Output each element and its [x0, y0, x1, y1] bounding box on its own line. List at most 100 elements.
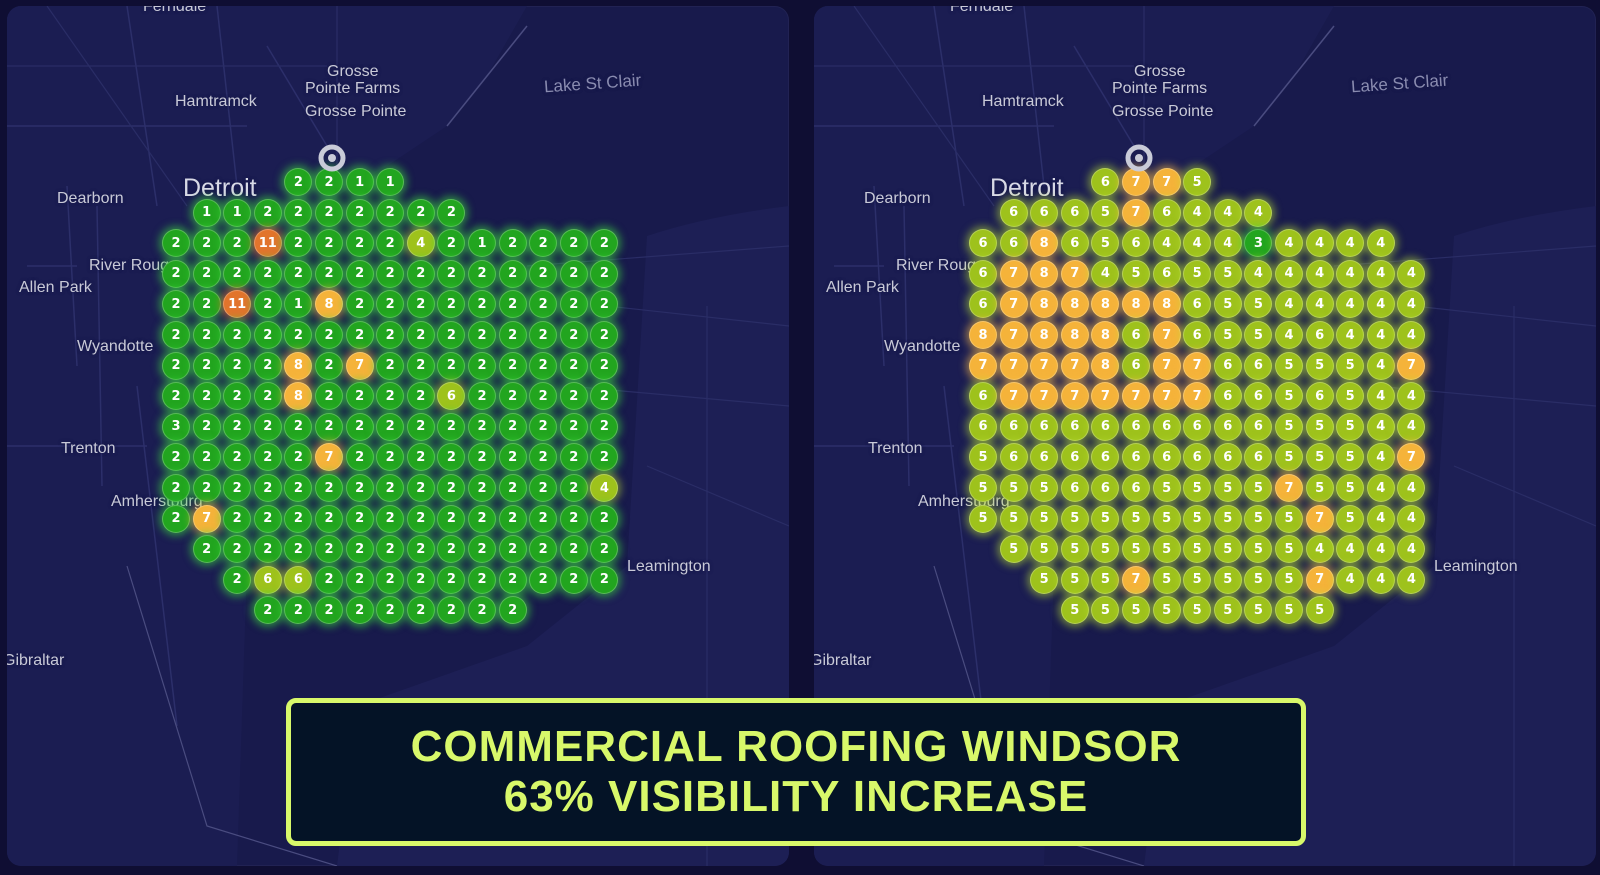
rank-cell[interactable]: 5 — [1244, 474, 1273, 502]
rank-cell[interactable]: 2 — [498, 565, 527, 594]
rank-cell[interactable]: 6 — [1152, 443, 1181, 472]
rank-cell[interactable]: 5 — [1183, 535, 1212, 564]
rank-cell[interactable]: 2 — [406, 535, 435, 564]
rank-cell[interactable]: 2 — [345, 474, 374, 502]
rank-cell[interactable]: 5 — [1152, 504, 1181, 533]
rank-cell[interactable]: 8 — [1152, 290, 1181, 319]
rank-cell[interactable]: 5 — [1275, 412, 1303, 441]
rank-cell[interactable]: 5 — [1122, 535, 1150, 564]
rank-cell[interactable]: 4 — [1366, 535, 1395, 564]
rank-cell[interactable]: 2 — [162, 290, 190, 319]
rank-cell[interactable]: 2 — [315, 474, 343, 502]
rank-cell[interactable]: 2 — [559, 412, 588, 441]
rank-cell[interactable]: 2 — [315, 198, 343, 227]
rank-cell[interactable]: 5 — [1060, 565, 1089, 594]
rank-cell[interactable]: 8 — [284, 351, 313, 380]
rank-cell[interactable]: 5 — [1213, 596, 1242, 625]
rank-cell[interactable]: 5 — [1091, 198, 1120, 227]
rank-cell[interactable]: 7 — [999, 259, 1028, 288]
rank-cell[interactable]: 5 — [1336, 351, 1365, 380]
rank-cell[interactable]: 6 — [284, 565, 313, 594]
rank-cell[interactable]: 2 — [284, 504, 313, 533]
rank-cell[interactable]: 4 — [1244, 259, 1273, 288]
rank-cell[interactable]: 2 — [590, 351, 619, 380]
rank-cell[interactable]: 5 — [1183, 168, 1212, 196]
rank-cell[interactable]: 5 — [1213, 321, 1242, 349]
rank-cell[interactable]: 7 — [1183, 382, 1212, 411]
rank-cell[interactable]: 5 — [1275, 535, 1303, 564]
rank-cell[interactable]: 2 — [345, 504, 374, 533]
rank-cell[interactable]: 4 — [1336, 321, 1365, 349]
rank-cell[interactable]: 2 — [253, 412, 282, 441]
rank-cell[interactable]: 2 — [590, 382, 619, 411]
rank-cell[interactable]: 5 — [1336, 412, 1365, 441]
rank-cell[interactable]: 6 — [1152, 412, 1181, 441]
rank-cell[interactable]: 2 — [284, 321, 313, 349]
rank-cell[interactable]: 2 — [192, 351, 221, 380]
rank-cell[interactable]: 2 — [192, 443, 221, 472]
rank-cell[interactable]: 2 — [376, 565, 405, 594]
rank-cell[interactable]: 8 — [1030, 229, 1059, 258]
rank-cell[interactable]: 5 — [1060, 504, 1089, 533]
rank-cell[interactable]: 4 — [1305, 290, 1334, 319]
rank-cell[interactable]: 4 — [1397, 474, 1426, 502]
rank-cell[interactable]: 2 — [345, 198, 374, 227]
rank-cell[interactable]: 2 — [223, 229, 252, 258]
rank-cell[interactable]: 2 — [253, 504, 282, 533]
rank-cell[interactable]: 2 — [529, 412, 558, 441]
rank-cell[interactable]: 6 — [1030, 198, 1059, 227]
rank-cell[interactable]: 2 — [468, 565, 496, 594]
rank-cell[interactable]: 2 — [162, 382, 190, 411]
rank-cell[interactable]: 2 — [437, 474, 466, 502]
rank-cell[interactable]: 4 — [1397, 565, 1426, 594]
rank-cell[interactable]: 5 — [1213, 504, 1242, 533]
rank-cell[interactable]: 5 — [1183, 596, 1212, 625]
rank-cell[interactable]: 2 — [253, 596, 282, 625]
rank-cell[interactable]: 2 — [468, 321, 496, 349]
rank-cell[interactable]: 5 — [1213, 535, 1242, 564]
rank-cell[interactable]: 1 — [284, 290, 313, 319]
rank-cell[interactable]: 2 — [315, 321, 343, 349]
rank-cell[interactable]: 2 — [162, 321, 190, 349]
rank-cell[interactable]: 2 — [284, 168, 313, 196]
rank-cell[interactable]: 5 — [1336, 382, 1365, 411]
rank-cell[interactable]: 5 — [1183, 474, 1212, 502]
rank-cell[interactable]: 2 — [223, 351, 252, 380]
rank-cell[interactable]: 2 — [529, 259, 558, 288]
rank-cell[interactable]: 4 — [1336, 229, 1365, 258]
rank-cell[interactable]: 5 — [1275, 596, 1303, 625]
rank-cell[interactable]: 4 — [1305, 259, 1334, 288]
rank-cell[interactable]: 5 — [1030, 535, 1059, 564]
rank-cell[interactable]: 7 — [1152, 351, 1181, 380]
rank-cell[interactable]: 2 — [162, 351, 190, 380]
rank-cell[interactable]: 2 — [590, 535, 619, 564]
rank-cell[interactable]: 11 — [253, 229, 282, 258]
rank-cell[interactable]: 6 — [253, 565, 282, 594]
rank-cell[interactable]: 2 — [437, 596, 466, 625]
rank-cell[interactable]: 5 — [1152, 565, 1181, 594]
rank-cell[interactable]: 2 — [468, 443, 496, 472]
rank-cell[interactable]: 2 — [559, 474, 588, 502]
rank-cell[interactable]: 5 — [1244, 596, 1273, 625]
rank-cell[interactable]: 2 — [468, 412, 496, 441]
rank-cell[interactable]: 4 — [1366, 474, 1395, 502]
rank-cell[interactable]: 2 — [284, 535, 313, 564]
rank-cell[interactable]: 2 — [315, 351, 343, 380]
rank-cell[interactable]: 2 — [406, 412, 435, 441]
rank-cell[interactable]: 2 — [345, 290, 374, 319]
rank-cell[interactable]: 7 — [1183, 351, 1212, 380]
rank-cell[interactable]: 6 — [999, 229, 1028, 258]
rank-cell[interactable]: 8 — [1030, 321, 1059, 349]
rank-cell[interactable]: 6 — [1030, 443, 1059, 472]
rank-cell[interactable]: 5 — [1213, 290, 1242, 319]
rank-cell[interactable]: 4 — [1336, 259, 1365, 288]
rank-cell[interactable]: 7 — [1397, 443, 1426, 472]
rank-cell[interactable]: 2 — [498, 229, 527, 258]
rank-cell[interactable]: 2 — [315, 565, 343, 594]
rank-cell[interactable]: 2 — [437, 229, 466, 258]
rank-cell[interactable]: 6 — [1091, 168, 1120, 196]
rank-cell[interactable]: 6 — [999, 443, 1028, 472]
rank-cell[interactable]: 4 — [1305, 229, 1334, 258]
rank-cell[interactable]: 2 — [437, 321, 466, 349]
rank-cell[interactable]: 4 — [1213, 229, 1242, 258]
